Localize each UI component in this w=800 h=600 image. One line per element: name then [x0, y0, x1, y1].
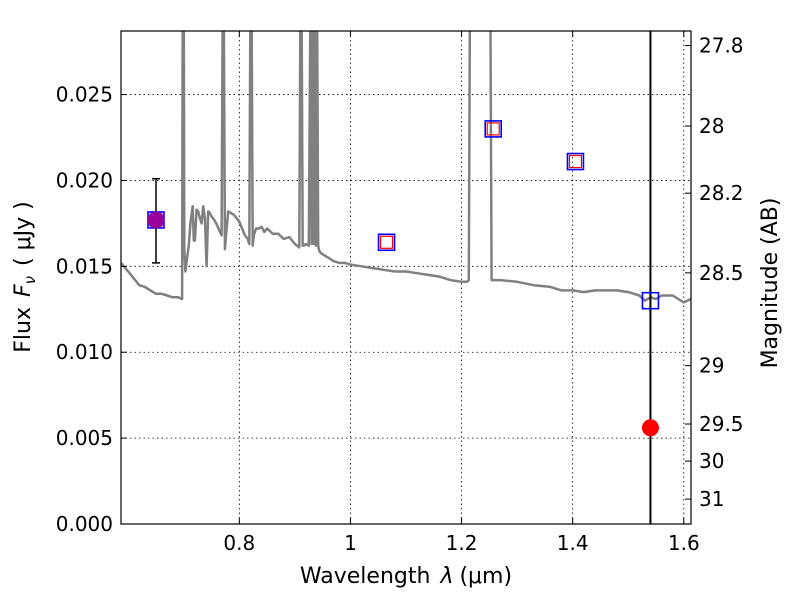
observed-flux-square: [484, 120, 503, 138]
y-tick-label: 0.020: [56, 168, 113, 192]
model-flux-square: [568, 154, 583, 169]
detection-point: [147, 211, 165, 229]
y-tick-label: 0.015: [56, 254, 113, 278]
series-layer: [121, 31, 691, 524]
observed-flux-square: [641, 291, 660, 310]
x-tick-label: 1.6: [668, 531, 700, 555]
grid: [121, 31, 691, 525]
y-axis-label: Flux Fν ( μJy ): [11, 201, 39, 352]
right-tick-label: 27.8: [699, 34, 744, 58]
x-axis-label-symbol: λ: [439, 564, 453, 589]
x-tick-label: 1.2: [446, 531, 478, 555]
y-tick-label: 0.010: [56, 340, 113, 364]
x-tick-label: 1: [344, 531, 357, 555]
right-tick-label: 29.5: [699, 412, 744, 436]
right-tick-label: 28.5: [699, 261, 744, 285]
model-flux-square: [486, 122, 500, 136]
y-axis-label-sub: ν: [21, 276, 39, 284]
y-axis-label-text: Flux: [11, 307, 36, 353]
right-tick-label: 28.2: [699, 181, 744, 205]
right-axis-label: Magnitude (AB): [758, 198, 783, 369]
observed-flux-square: [377, 233, 396, 252]
x-axis-label-text: Wavelength: [300, 564, 431, 589]
right-magnitude-axis: 27.8 28 28.2 28.5 29 29.5 30 31: [685, 34, 744, 511]
y-tick-label: 0.005: [56, 426, 113, 450]
right-tick-label: 30: [699, 449, 724, 473]
y-tick-label: 0.025: [56, 83, 113, 107]
x-axis-label-unit: (μm): [459, 564, 512, 589]
upper-limit-point: [641, 419, 659, 437]
model-sed-line: [121, 31, 691, 304]
observed-flux-square: [566, 152, 585, 171]
right-tick-label: 29: [699, 354, 724, 378]
x-tick-label: 0.8: [223, 531, 255, 555]
x-axis-label: Wavelength λ (μm): [300, 564, 512, 589]
y-axis-label-unit: ( μJy ): [11, 201, 36, 266]
right-tick-label: 31: [699, 487, 724, 511]
y-axis-label-symbol: F: [11, 284, 36, 297]
x-tick-label: 1.4: [557, 531, 589, 555]
plot-frame: [120, 30, 692, 525]
plot-background: [121, 31, 691, 524]
right-tick-label: 28: [699, 114, 724, 138]
y-tick-label: 0.000: [56, 512, 113, 536]
y-axis: 0.000 0.005 0.010 0.015 0.020 0.025: [56, 83, 127, 536]
x-axis: 0.8 1 1.2 1.4 1.6: [223, 31, 700, 555]
model-flux-square: [379, 235, 394, 249]
